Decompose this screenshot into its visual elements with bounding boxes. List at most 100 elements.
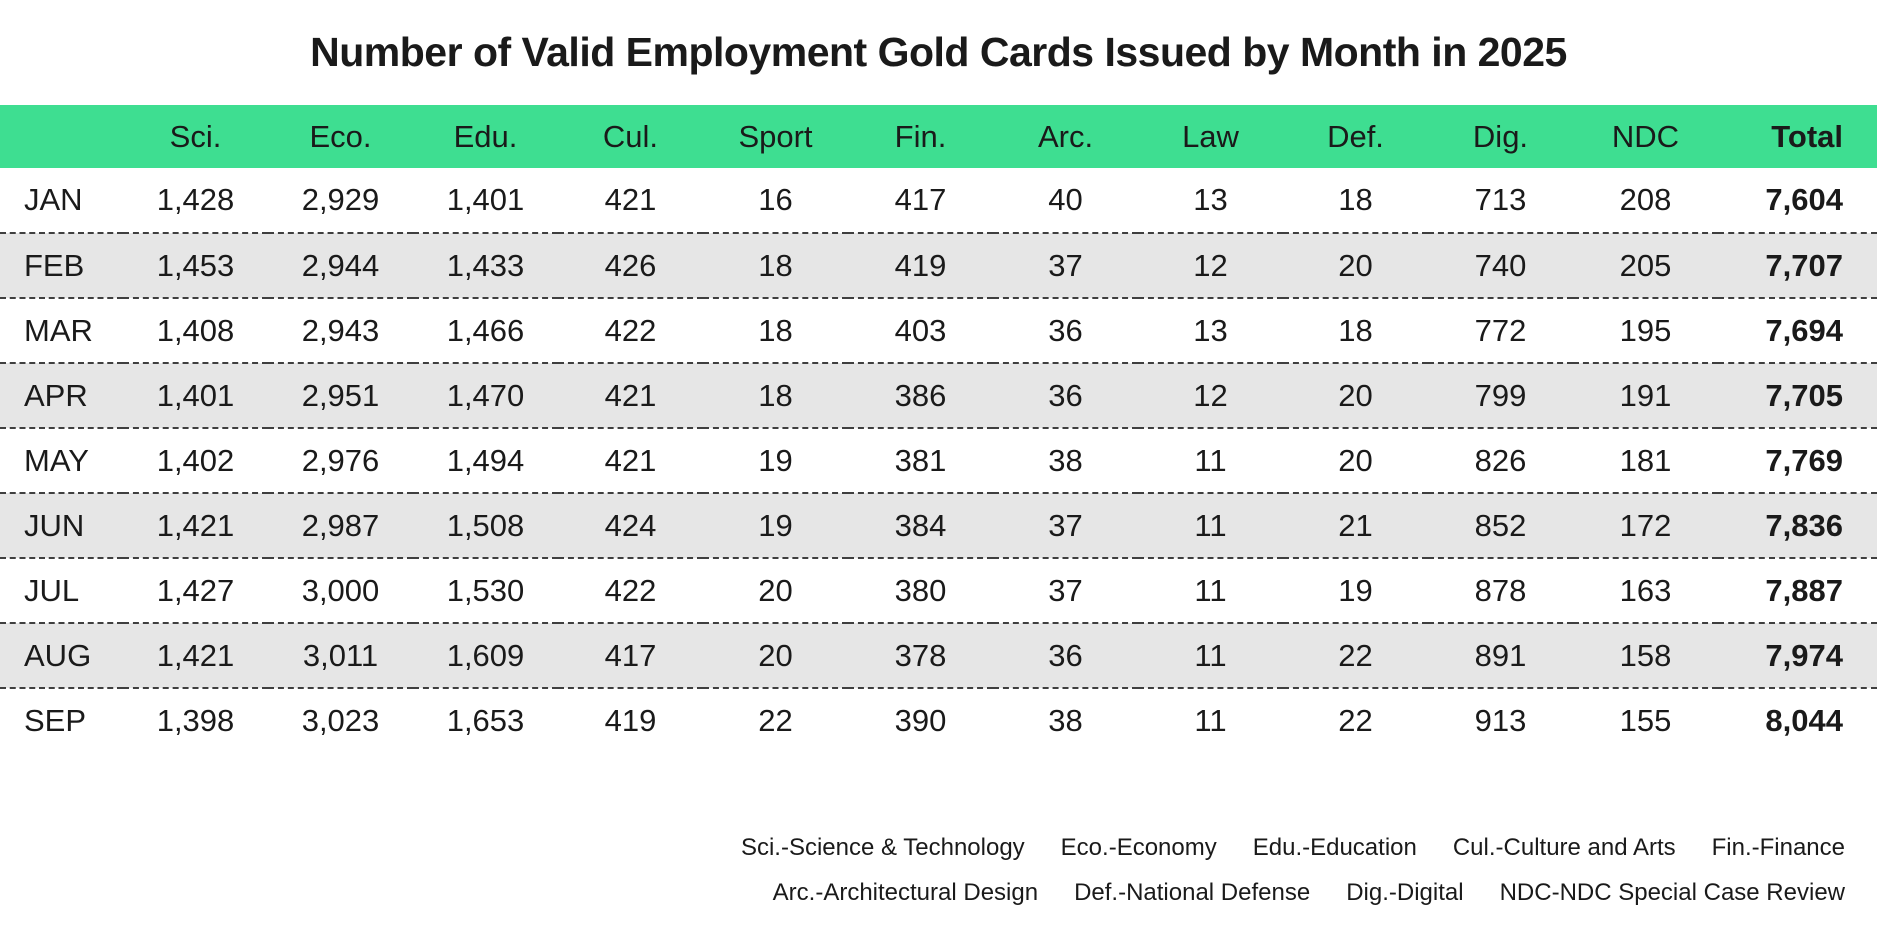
value-cell: 19 — [703, 492, 848, 558]
column-header-dig: Dig. — [1472, 118, 1529, 154]
value-cell: 18 — [703, 297, 848, 363]
value-cell: 2,943 — [268, 297, 413, 363]
value-cell: 208 — [1619, 182, 1672, 217]
month-cell: JAN — [24, 182, 83, 217]
value-cell: 1,428 — [156, 182, 235, 217]
value-cell: 386 — [848, 362, 993, 428]
value-cell: 1,653 — [413, 687, 558, 753]
total-cell: 7,836 — [1718, 492, 1877, 558]
value-cell: 1,421 — [123, 622, 268, 688]
value-cell: 11 — [1138, 427, 1283, 493]
value-cell: 799 — [1428, 362, 1573, 428]
value-cell: 2,976 — [268, 427, 413, 493]
table-row-jan: JAN 1,428 2,929 1,401 421 16 417 40 13 18 713 208 7,… — [0, 168, 1877, 233]
value-cell: 1,401 — [123, 362, 268, 428]
value-cell: 1,494 — [413, 427, 558, 493]
value-cell: 878 — [1428, 557, 1573, 623]
value-cell: 158 — [1573, 622, 1718, 688]
legend-line-1: Sci.-Science & Technology Eco.-Economy Edu… — [0, 825, 1845, 870]
value-cell: 424 — [558, 492, 703, 558]
column-header-ndc: NDC — [1611, 118, 1680, 154]
table-row-mar: MAR 1,408 2,943 1,466 422 18 403 36 13 18 772 195 7,… — [0, 297, 1877, 363]
value-cell: 1,433 — [413, 232, 558, 298]
table-row-aug: AUG 1,421 3,011 1,609 417 20 378 36 11 22 891 158 7,… — [0, 622, 1877, 688]
value-cell: 422 — [558, 557, 703, 623]
value-cell: 11 — [1138, 492, 1283, 558]
value-cell: 36 — [993, 297, 1138, 363]
column-header-law: Law — [1182, 118, 1239, 154]
value-cell: 891 — [1428, 622, 1573, 688]
value-cell: 384 — [848, 492, 993, 558]
value-cell: 378 — [848, 622, 993, 688]
page-title: Number of Valid Employment Gold Cards Is… — [310, 29, 1567, 75]
value-cell: 13 — [1138, 297, 1283, 363]
value-cell: 13 — [1193, 182, 1228, 217]
value-cell: 18 — [1283, 297, 1428, 363]
value-cell: 2,951 — [268, 362, 413, 428]
value-cell: 3,011 — [268, 622, 413, 688]
value-cell: 37 — [993, 557, 1138, 623]
value-cell: 11 — [1138, 687, 1283, 753]
value-cell: 417 — [558, 622, 703, 688]
header-row: Sci. Eco. Edu. Cul. Sport Fin. Arc. Law Def. Dig.… — [0, 105, 1877, 168]
table-row-may: MAY 1,402 2,976 1,494 421 19 381 38 11 20 826 181 7,… — [0, 427, 1877, 493]
legend-item: Eco.-Economy — [1060, 834, 1217, 861]
value-cell: 426 — [558, 232, 703, 298]
value-cell: 1,398 — [123, 687, 268, 753]
table-row-apr: APR 1,401 2,951 1,470 421 18 386 36 12 20 799 191 7,… — [0, 362, 1877, 428]
value-cell: 713 — [1474, 182, 1527, 217]
legend-item: Dig.-Digital — [1346, 879, 1464, 906]
value-cell: 1,530 — [413, 557, 558, 623]
value-cell: 3,023 — [268, 687, 413, 753]
value-cell: 163 — [1573, 557, 1718, 623]
table-row-feb: FEB 1,453 2,944 1,433 426 18 419 37 12 20 740 205 7,… — [0, 232, 1877, 298]
value-cell: 381 — [848, 427, 993, 493]
column-header-def: Def. — [1327, 118, 1384, 154]
total-cell: 7,887 — [1718, 557, 1877, 623]
total-cell: 7,705 — [1718, 362, 1877, 428]
value-cell: 1,508 — [413, 492, 558, 558]
total-cell: 7,769 — [1718, 427, 1877, 493]
legend-item: Cul.-Culture and Arts — [1452, 834, 1676, 861]
table-row-jun: JUN 1,421 2,987 1,508 424 19 384 37 11 21 852 172 7,… — [0, 492, 1877, 558]
table-header: Sci. Eco. Edu. Cul. Sport Fin. Arc. Law Def. Dig.… — [0, 105, 1877, 168]
value-cell: 40 — [1048, 182, 1083, 217]
gold-cards-table: Sci. Eco. Edu. Cul. Sport Fin. Arc. Law Def. Dig.… — [0, 105, 1877, 753]
value-cell: 20 — [703, 622, 848, 688]
column-header-total: Total — [1771, 118, 1843, 154]
value-cell: 1,427 — [123, 557, 268, 623]
month-cell: FEB — [0, 232, 123, 298]
column-header-edu: Edu. — [453, 118, 518, 154]
value-cell: 205 — [1573, 232, 1718, 298]
value-cell: 1,421 — [123, 492, 268, 558]
value-cell: 2,987 — [268, 492, 413, 558]
month-cell: JUN — [0, 492, 123, 558]
month-cell: APR — [0, 362, 123, 428]
total-cell: 7,604 — [1765, 182, 1843, 217]
legend-line-2: Arc.-Architectural Design Def.-National D… — [0, 870, 1845, 915]
total-cell: 7,707 — [1718, 232, 1877, 298]
value-cell: 19 — [1283, 557, 1428, 623]
value-cell: 2,929 — [301, 182, 380, 217]
legend-item: Sci.-Science & Technology — [740, 834, 1025, 861]
value-cell: 1,453 — [123, 232, 268, 298]
total-cell: 8,044 — [1718, 687, 1877, 753]
column-header-sci: Sci. — [169, 118, 222, 154]
value-cell: 18 — [1338, 182, 1373, 217]
value-cell: 22 — [1283, 622, 1428, 688]
value-cell: 38 — [993, 687, 1138, 753]
value-cell: 18 — [703, 362, 848, 428]
value-cell: 22 — [1283, 687, 1428, 753]
value-cell: 195 — [1573, 297, 1718, 363]
value-cell: 852 — [1428, 492, 1573, 558]
value-cell: 1,466 — [413, 297, 558, 363]
column-header-fin: Fin. — [894, 118, 947, 154]
value-cell: 11 — [1138, 557, 1283, 623]
value-cell: 419 — [558, 687, 703, 753]
legend: Sci.-Science & Technology Eco.-Economy Edu… — [0, 825, 1877, 915]
value-cell: 772 — [1428, 297, 1573, 363]
value-cell: 20 — [703, 557, 848, 623]
value-cell: 21 — [1283, 492, 1428, 558]
column-header-arc: Arc. — [1037, 118, 1094, 154]
